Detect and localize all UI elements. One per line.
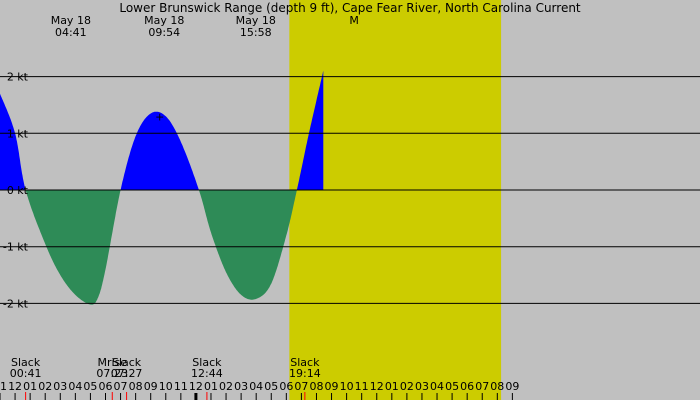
hour-tick-label: 04 [249, 380, 263, 393]
x-axis-hour-labels: 1112010203040506070809101112010203040506… [0, 380, 519, 400]
top-time-label: 04:41 [55, 26, 87, 39]
ebb-region-1 [25, 190, 121, 305]
hour-tick-label: 03 [415, 380, 429, 393]
y-tick-label: -2 kt [3, 297, 29, 310]
hour-tick-label: 07 [114, 380, 128, 393]
hour-tick-label: 07 [475, 380, 489, 393]
top-date-label: May 18 [144, 14, 184, 27]
event-name-label: Mrise [97, 356, 127, 369]
top-time-label: 15:58 [240, 26, 272, 39]
hour-tick-label: 03 [234, 380, 248, 393]
event-name-label: Slack [290, 356, 320, 369]
hour-tick-label: 07 [294, 380, 308, 393]
hour-tick-label: 06 [460, 380, 474, 393]
y-axis-labels: 2 kt 1 kt 0 kt -1 kt -2 kt [3, 71, 29, 311]
top-date-label: May 18 [236, 14, 276, 27]
hour-tick-label: 04 [68, 380, 82, 393]
hour-tick-label: 01 [385, 380, 399, 393]
top-date-label: May 18 [51, 14, 91, 27]
hour-tick-label: 11 [174, 380, 188, 393]
hour-tick-label: 02 [400, 380, 414, 393]
event-time-label: 12:44 [191, 367, 223, 380]
hour-tick-label: 08 [490, 380, 504, 393]
ebb-area [25, 190, 297, 305]
hour-tick-label: 05 [83, 380, 97, 393]
flood-region-0 [0, 93, 26, 190]
y-tick-label: 1 kt [7, 127, 29, 140]
marker: + [155, 110, 164, 123]
event-name-label: Slack [112, 356, 142, 369]
hour-tick-label: 12 [8, 380, 22, 393]
hour-tick-label: 12 [370, 380, 384, 393]
hour-tick-label: 02 [38, 380, 52, 393]
hour-tick-label: 08 [129, 380, 143, 393]
hour-tick-label: 08 [309, 380, 323, 393]
top-time-label: 09:54 [148, 26, 180, 39]
top-date-label: M [349, 14, 359, 27]
hour-tick-label: 11 [355, 380, 369, 393]
ebb-region-3 [198, 190, 297, 300]
hour-tick-label: 06 [279, 380, 293, 393]
event-time-label: 00:41 [10, 367, 42, 380]
hour-tick-label: 06 [98, 380, 112, 393]
y-tick-label: 2 kt [7, 71, 29, 84]
flood-region-4 [296, 70, 324, 190]
hour-tick-label: 04 [430, 380, 444, 393]
event-time-label: 19:14 [289, 367, 321, 380]
hour-tick-label: 09 [325, 380, 339, 393]
hour-tick-label: 09 [505, 380, 519, 393]
y-tick-label: -1 kt [3, 241, 29, 254]
event-time-label: 07:23 [96, 367, 128, 380]
event-name-label: Slack [192, 356, 222, 369]
hour-tick-label: 05 [445, 380, 459, 393]
hour-tick-label: 10 [159, 380, 173, 393]
daylight-band [289, 0, 502, 400]
flood-area [0, 70, 324, 190]
hour-tick-label: 03 [53, 380, 67, 393]
event-labels: Slack00:41Mrise07:23Slack07:27Slack12:44… [10, 356, 321, 400]
hour-tick-label: 01 [204, 380, 218, 393]
hour-tick-label: 12 [189, 380, 203, 393]
event-name-label: Slack [11, 356, 41, 369]
hour-tick-label: 10 [340, 380, 354, 393]
plus-marker: + [155, 110, 164, 123]
hour-tick-label: 05 [264, 380, 278, 393]
y-tick-label: 0 kt [7, 184, 29, 197]
grid-lines [0, 76, 700, 304]
flood-region-2 [120, 111, 199, 190]
hour-tick-label: 01 [23, 380, 37, 393]
hour-tick-label: 09 [144, 380, 158, 393]
chart-title: Lower Brunswick Range (depth 9 ft), Cape… [119, 1, 581, 15]
hour-tick-label: 11 [0, 380, 7, 393]
event-time-label: 07:27 [111, 367, 143, 380]
hour-tick-label: 02 [219, 380, 233, 393]
